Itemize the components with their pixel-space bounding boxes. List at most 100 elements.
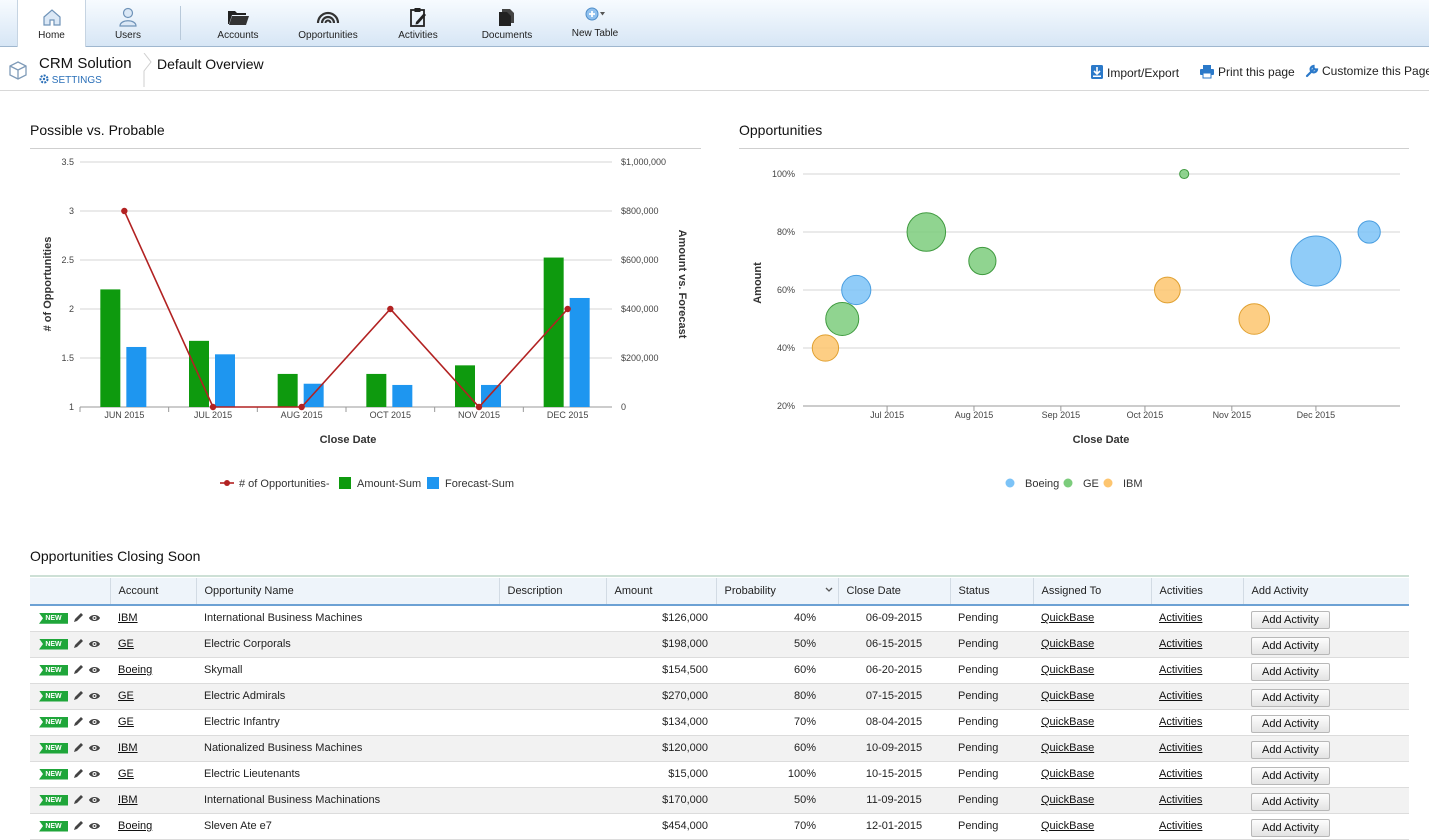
view-eye-icon[interactable]	[88, 769, 101, 779]
add-activity-button[interactable]: Add Activity	[1251, 767, 1330, 785]
assigned-to-link[interactable]: QuickBase	[1041, 716, 1095, 728]
add-activity-button[interactable]: Add Activity	[1251, 741, 1330, 759]
print-link[interactable]: Print this page	[1199, 64, 1295, 79]
col-header-add-activity[interactable]: Add Activity	[1242, 578, 1409, 606]
add-activity-button[interactable]: Add Activity	[1251, 819, 1330, 837]
view-eye-icon[interactable]	[88, 717, 101, 727]
new-record-button[interactable]: NEW	[39, 612, 68, 624]
col-header-probability[interactable]: Probability	[715, 578, 824, 606]
add-activity-button[interactable]: Add Activity	[1251, 689, 1330, 707]
nav-home-label: Home	[38, 30, 65, 41]
account-link[interactable]: GE	[118, 690, 134, 702]
customize-link[interactable]: Customize this Page	[1305, 64, 1429, 78]
assigned-to-link[interactable]: QuickBase	[1041, 612, 1095, 625]
add-activity-button[interactable]: Add Activity	[1251, 715, 1330, 733]
account-link[interactable]: IBM	[118, 742, 138, 754]
new-record-button[interactable]: NEW	[39, 820, 68, 832]
edit-pencil-icon[interactable]	[72, 742, 84, 754]
view-eye-icon[interactable]	[88, 821, 101, 831]
new-record-button[interactable]: NEW	[39, 794, 68, 806]
col-header-description[interactable]: Description	[498, 578, 606, 606]
view-eye-icon[interactable]	[88, 691, 101, 701]
col-header-activities[interactable]: Activities	[1150, 578, 1243, 606]
cell-probability: 70%	[716, 813, 824, 840]
cell-amount: $120,000	[606, 735, 716, 762]
activities-link[interactable]: Activities	[1159, 612, 1203, 625]
new-record-button[interactable]: NEW	[39, 690, 68, 702]
account-link[interactable]: Boeing	[118, 820, 153, 832]
add-activity-button[interactable]: Add Activity	[1251, 793, 1330, 811]
edit-pencil-icon[interactable]	[72, 794, 84, 806]
edit-pencil-icon[interactable]	[72, 690, 84, 702]
activities-link[interactable]: Activities	[1159, 768, 1203, 780]
activities-link[interactable]: Activities	[1159, 638, 1203, 650]
cell-probability: 60%	[716, 657, 824, 684]
col-header-assigned-to[interactable]: Assigned To	[1032, 578, 1151, 606]
assigned-to-link[interactable]: QuickBase	[1041, 768, 1095, 780]
assigned-to-link[interactable]: QuickBase	[1041, 664, 1095, 676]
activities-link[interactable]: Activities	[1159, 820, 1203, 832]
cell-add-activity: Add Activity	[1243, 761, 1409, 788]
ibm-bubble	[1154, 276, 1181, 304]
nav-documents[interactable]: Documents	[475, 0, 539, 47]
col-header-opportunity-name[interactable]: Opportunity Name	[195, 578, 499, 606]
assigned-to-link[interactable]: QuickBase	[1041, 742, 1095, 754]
col-header-close-date[interactable]: Close Date	[837, 578, 950, 606]
add-activity-button[interactable]: Add Activity	[1251, 611, 1330, 630]
cell-account: GE	[110, 631, 196, 658]
x-tick-label: Aug 2015	[955, 410, 994, 420]
add-activity-button[interactable]: Add Activity	[1251, 637, 1330, 655]
new-record-button[interactable]: NEW	[39, 716, 68, 728]
nav-opportunities[interactable]: Opportunities	[292, 0, 364, 47]
edit-pencil-icon[interactable]	[72, 638, 84, 650]
new-record-button[interactable]: NEW	[39, 768, 68, 780]
cell-status: Pending	[950, 735, 1033, 762]
view-eye-icon[interactable]	[88, 613, 101, 623]
edit-pencil-icon[interactable]	[72, 664, 84, 676]
import-export-link[interactable]: Import/Export	[1090, 64, 1179, 80]
cell-activities: Activities	[1151, 683, 1243, 710]
cell-activities: Activities	[1151, 735, 1243, 762]
account-link[interactable]: GE	[118, 638, 134, 650]
edit-pencil-icon[interactable]	[72, 716, 84, 728]
col-header-account[interactable]: Account	[109, 578, 196, 606]
assigned-to-link[interactable]: QuickBase	[1041, 690, 1095, 702]
cell-spacer	[824, 787, 838, 814]
col-header-amount[interactable]: Amount	[605, 578, 716, 606]
nav-new-table[interactable]: New Table	[566, 0, 624, 47]
assigned-to-link[interactable]: QuickBase	[1041, 794, 1095, 806]
cell-probability: 80%	[716, 683, 824, 710]
view-eye-icon[interactable]	[88, 743, 101, 753]
view-eye-icon[interactable]	[88, 665, 101, 675]
nav-users[interactable]: Users	[98, 0, 158, 47]
edit-pencil-icon[interactable]	[72, 820, 84, 832]
view-eye-icon[interactable]	[88, 795, 101, 805]
assigned-to-link[interactable]: QuickBase	[1041, 820, 1095, 832]
new-record-button[interactable]: NEW	[39, 742, 68, 754]
activities-link[interactable]: Activities	[1159, 742, 1203, 754]
new-record-button[interactable]: NEW	[39, 638, 68, 650]
view-eye-icon[interactable]	[88, 639, 101, 649]
sort-desc-control[interactable]	[824, 578, 838, 606]
col-header-status[interactable]: Status	[949, 578, 1033, 606]
activities-link[interactable]: Activities	[1159, 794, 1203, 806]
new-record-button[interactable]: NEW	[39, 664, 68, 676]
activities-link[interactable]: Activities	[1159, 664, 1203, 676]
add-activity-button[interactable]: Add Activity	[1251, 663, 1330, 681]
settings-link[interactable]: SETTINGS	[39, 74, 102, 86]
edit-pencil-icon[interactable]	[72, 768, 84, 780]
account-link[interactable]: Boeing	[118, 664, 153, 676]
activities-link[interactable]: Activities	[1159, 690, 1203, 702]
nav-accounts[interactable]: Accounts	[207, 0, 269, 47]
account-link[interactable]: IBM	[118, 794, 138, 806]
nav-activities[interactable]: Activities	[390, 0, 446, 47]
account-link[interactable]: GE	[118, 716, 134, 728]
nav-home[interactable]: Home	[17, 0, 86, 54]
app-name[interactable]: CRM Solution	[39, 55, 132, 72]
boeing-bubble	[841, 274, 872, 306]
edit-pencil-icon[interactable]	[72, 612, 84, 624]
activities-link[interactable]: Activities	[1159, 716, 1203, 728]
account-link[interactable]: GE	[118, 768, 134, 780]
assigned-to-link[interactable]: QuickBase	[1041, 638, 1095, 650]
account-link[interactable]: IBM	[118, 612, 138, 625]
